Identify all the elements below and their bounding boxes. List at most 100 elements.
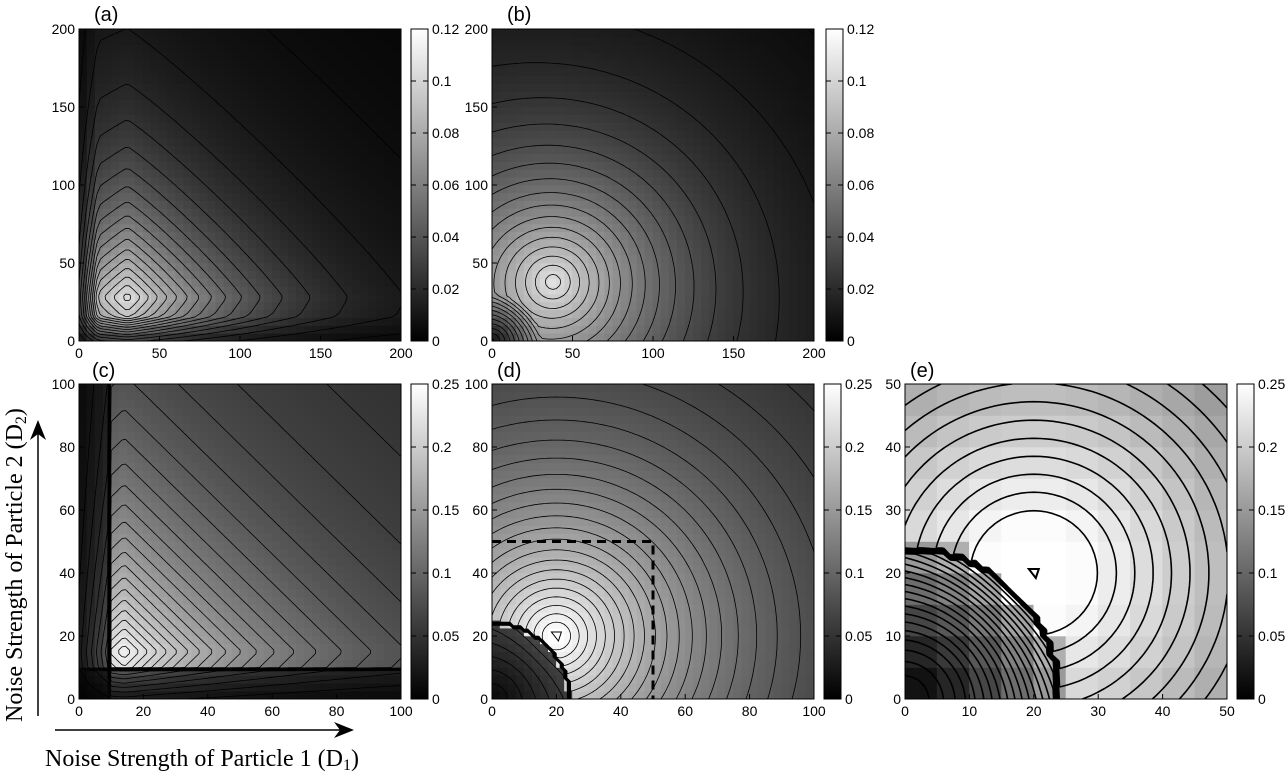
heatmap-cell <box>556 67 565 77</box>
heatmap-cell <box>263 525 273 534</box>
heatmap-cell <box>384 399 394 408</box>
heatmap-cell <box>789 262 799 272</box>
heatmap-cell <box>344 44 353 53</box>
heatmap-cell <box>384 470 394 479</box>
colorbar-gradient <box>410 383 429 700</box>
heatmap-cell <box>135 208 144 217</box>
heatmap-cell <box>515 317 525 326</box>
heatmap-cell <box>492 44 501 53</box>
heatmap-cell <box>709 231 718 240</box>
heatmap-cell <box>231 580 241 590</box>
heatmap-cell <box>110 83 120 92</box>
heatmap-cell <box>143 161 152 170</box>
heatmap-cell <box>676 161 686 170</box>
heatmap-cell <box>636 114 646 123</box>
heatmap-cell <box>223 493 233 503</box>
heatmap-cell <box>564 325 573 334</box>
heatmap-cell <box>279 604 289 613</box>
heatmap-cell <box>384 161 394 170</box>
heatmap-cell <box>135 588 144 597</box>
heatmap-cell <box>183 391 192 401</box>
heatmap-cell <box>636 293 646 303</box>
heatmap-cell <box>684 130 694 139</box>
heatmap-cell <box>159 430 168 440</box>
heatmap-cell <box>94 572 104 582</box>
heatmap-cell <box>199 176 209 186</box>
heatmap-cell <box>263 509 273 519</box>
heatmap-cell <box>507 137 517 147</box>
heatmap-cell <box>143 145 152 155</box>
heatmap-cell <box>564 176 573 186</box>
heatmap-cell <box>733 83 742 92</box>
heatmap-cell <box>127 114 136 123</box>
heatmap-cell <box>328 192 337 201</box>
heatmap-cell <box>789 29 799 38</box>
heatmap-cell <box>135 192 144 201</box>
heatmap-cell <box>312 478 321 487</box>
heatmap-cell <box>223 130 233 139</box>
heatmap-cell <box>604 254 614 264</box>
heatmap-cell <box>110 690 120 699</box>
heatmap-cell <box>352 176 362 186</box>
heatmap-cell <box>644 83 654 92</box>
heatmap-cell <box>143 29 152 38</box>
heatmap-cell <box>231 309 241 318</box>
heatmap-cell <box>368 596 378 605</box>
heatmap-cell <box>604 145 614 155</box>
heatmap-cell <box>376 635 386 645</box>
heatmap-cell <box>492 52 501 61</box>
heatmap-cell <box>288 215 297 225</box>
heatmap-cell <box>207 438 217 448</box>
heatmap-cell <box>175 36 184 45</box>
heatmap-cell <box>304 509 313 519</box>
heatmap-cell <box>271 525 281 534</box>
heatmap-cell <box>588 161 597 170</box>
heatmap-cell <box>352 580 362 590</box>
heatmap-cell <box>239 137 249 147</box>
heatmap-cell <box>376 169 386 178</box>
heatmap-cell <box>191 254 201 264</box>
heatmap-cell <box>296 572 305 582</box>
heatmap-cell <box>118 533 128 542</box>
heatmap-cell <box>271 493 281 503</box>
heatmap-cell <box>247 239 257 248</box>
heatmap-cell <box>384 690 394 699</box>
heatmap-cell <box>336 407 345 416</box>
heatmap-cell <box>118 270 128 279</box>
heatmap-cell <box>368 91 378 100</box>
heatmap-cell <box>215 627 225 637</box>
heatmap-cell <box>79 75 88 84</box>
heatmap-cell <box>749 130 758 139</box>
heatmap-cell <box>215 423 225 432</box>
heatmap-cell <box>352 239 362 248</box>
heatmap-cell <box>515 192 525 201</box>
heatmap-cell <box>102 169 112 178</box>
heatmap-cell <box>207 169 217 178</box>
heatmap-cell <box>159 667 168 676</box>
heatmap-cell <box>255 612 265 621</box>
heatmap-cell <box>143 114 152 123</box>
heatmap-cell <box>344 98 353 108</box>
heatmap-cell <box>596 91 605 100</box>
heatmap-cell <box>805 223 814 233</box>
heatmap-cell <box>564 239 573 248</box>
heatmap-cell <box>167 75 176 84</box>
heatmap-cell <box>135 325 144 334</box>
heatmap-cell <box>644 29 654 38</box>
heatmap-cell <box>255 176 265 186</box>
heatmap-cell <box>360 612 370 621</box>
heatmap-cell <box>135 596 144 605</box>
heatmap-cell <box>499 83 509 92</box>
heatmap-cell <box>636 29 646 38</box>
heatmap-cell <box>384 153 394 162</box>
heatmap-cell <box>271 325 281 334</box>
heatmap-cell <box>628 59 638 69</box>
heatmap-cell <box>636 67 646 77</box>
heatmap-cell <box>199 278 209 287</box>
heatmap-cell <box>143 262 152 272</box>
heatmap-cell <box>94 446 104 456</box>
heatmap-cell <box>183 153 192 162</box>
heatmap-cell <box>304 325 313 334</box>
heatmap-cell <box>344 254 353 264</box>
heatmap-cell <box>143 643 152 653</box>
